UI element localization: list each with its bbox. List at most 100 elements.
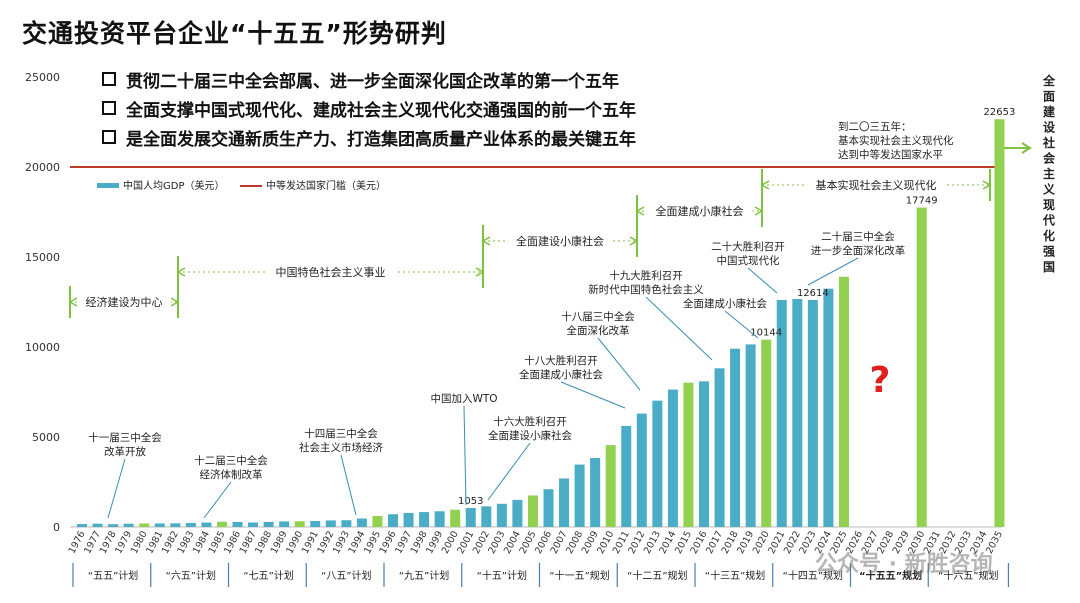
event-annotation: 十二届三中全会 (194, 454, 268, 467)
watermark: 公众号 · 新胜咨询 (815, 552, 993, 577)
annotation-leader-line (463, 405, 467, 506)
era-label: 基本实现社会主义现代化 (816, 178, 937, 192)
bar-1986 (232, 521, 243, 527)
plan-label: “十四五”规划 (783, 569, 843, 582)
side-arrow-icon (1021, 142, 1032, 154)
event-annotation: 进一步全面深化改革 (811, 244, 906, 257)
era-arrow-left-icon (481, 236, 491, 246)
bar-1978 (108, 524, 119, 527)
era-label-bg (646, 202, 753, 219)
event-annotation: 十四届三中全会 (304, 427, 378, 440)
bar-1990 (294, 521, 305, 527)
legend-label-gdp: 中国人均GDP（美元） (123, 179, 224, 192)
event-annotation: 改革开放 (104, 445, 146, 458)
annotation-leader-line (724, 310, 759, 339)
event-annotation: 十九大胜利召开 (609, 269, 683, 282)
data-label: 17749 (906, 196, 938, 207)
event-annotation: 社会主义市场经济 (299, 441, 383, 454)
bar-1980 (139, 523, 150, 527)
plan-label: “十一五”规划 (549, 569, 609, 582)
annotation-leader-line (487, 442, 531, 501)
bar-2003 (496, 503, 507, 527)
plan-label: “十五”计划 (477, 569, 527, 582)
data-label: 10144 (750, 328, 782, 339)
annotation-leader-line (597, 337, 641, 391)
key-point-item: 是全面发展交通新质生产力、打造集团高质量产业体系的最关键五年 (102, 126, 636, 155)
annotation-leader-line (203, 481, 232, 519)
annotation-leader-line (807, 257, 859, 286)
annotation-leader-line (107, 458, 126, 519)
era-label: 中国特色社会主义事业 (276, 265, 386, 279)
annotation-leader-line (645, 296, 713, 361)
event-annotation: 全面建成小康社会 (519, 368, 603, 381)
goal-note-line: 到二〇三五年： (838, 120, 912, 133)
plan-label: “七五”计划 (243, 569, 293, 582)
era-label: 全面建设小康社会 (516, 234, 604, 248)
goal-note-line: 达到中等发达国家水平 (838, 148, 943, 161)
bar-2017 (714, 368, 725, 527)
era-arrow-right-icon (982, 180, 992, 190)
annotation-leader-line (747, 267, 778, 294)
event-annotation: 全面深化改革 (567, 324, 630, 337)
plan-label: “十六五”规划 (938, 569, 998, 582)
bar-2030 (916, 207, 927, 527)
bar-2013 (652, 400, 663, 527)
side-text-char: 代 (1042, 213, 1055, 228)
plan-label: “十五五”规划 (859, 569, 922, 582)
bar-2025 (838, 276, 849, 527)
era-label-bg (77, 293, 171, 310)
bar-2007 (559, 478, 570, 527)
era-label: 全面建成小康社会 (656, 204, 744, 218)
checkbox-square-icon (102, 72, 116, 86)
plan-label: “十二五”规划 (627, 569, 687, 582)
annotation-leader-line (560, 381, 626, 409)
bar-2016 (699, 381, 709, 527)
bar-1976 (77, 524, 87, 527)
event-annotation: 全面建设小康社会 (488, 429, 572, 442)
key-point-text: 是全面发展交通新质生产力、打造集团高质量产业体系的最关键五年 (126, 130, 636, 150)
side-text-char: 全 (1042, 73, 1056, 88)
bar-2009 (590, 458, 601, 527)
checkbox-square-icon (102, 130, 116, 144)
era-arrow-right-icon (170, 297, 180, 307)
side-text-char: 义 (1042, 182, 1056, 197)
bar-2012 (636, 413, 647, 527)
plan-label: “九五”计划 (399, 569, 449, 582)
bar-2001 (465, 508, 476, 527)
checkbox-square-icon (102, 101, 116, 115)
bar-2015 (683, 382, 694, 527)
bar-2014 (667, 389, 678, 527)
bar-1988 (263, 521, 274, 527)
era-arrow-left-icon (176, 267, 186, 277)
bar-1987 (248, 522, 259, 527)
y-tick-label: 10000 (25, 341, 60, 354)
y-tick-label: 0 (53, 521, 60, 534)
event-annotation: 十八届三中全会 (561, 310, 635, 323)
key-point-text: 贯彻二十届三中全会部属、进一步全面深化国企改革的第一个五年 (126, 72, 619, 92)
event-annotation: 中国加入WTO (430, 392, 497, 405)
era-arrow-right-icon (754, 206, 764, 216)
key-points-list: 贯彻二十届三中全会部属、进一步全面深化国企改革的第一个五年 全面支撑中国式现代化… (102, 68, 636, 155)
side-text-char: 会 (1043, 151, 1056, 166)
era-label: 经济建设为中心 (86, 295, 163, 309)
event-annotation: 十八大胜利召开 (524, 354, 598, 367)
bar-2011 (621, 425, 632, 527)
bar-1996 (388, 514, 398, 527)
question-mark-label: ? (870, 360, 891, 401)
era-label-bg (507, 232, 613, 249)
event-annotation: 二十届三中全会 (821, 230, 895, 243)
bar-1999 (434, 511, 445, 527)
legend-label-threshold: 中等发达国家门槛（美元） (266, 179, 386, 192)
bar-1977 (92, 523, 103, 527)
bar-2018 (730, 348, 741, 527)
side-text-char: 建 (1042, 104, 1056, 119)
key-point-item: 全面支撑中国式现代化、建成社会主义现代化交通强国的前一个五年 (102, 97, 636, 126)
era-arrow-right-icon (475, 267, 485, 277)
key-point-item: 贯彻二十届三中全会部属、进一步全面深化国企改革的第一个五年 (102, 68, 636, 97)
side-text-char: 现 (1043, 198, 1055, 212)
era-label-bg (805, 176, 947, 193)
bar-2000 (450, 509, 461, 527)
goal-note-line: 基本实现社会主义现代化 (838, 134, 954, 147)
bar-2019 (745, 344, 756, 527)
